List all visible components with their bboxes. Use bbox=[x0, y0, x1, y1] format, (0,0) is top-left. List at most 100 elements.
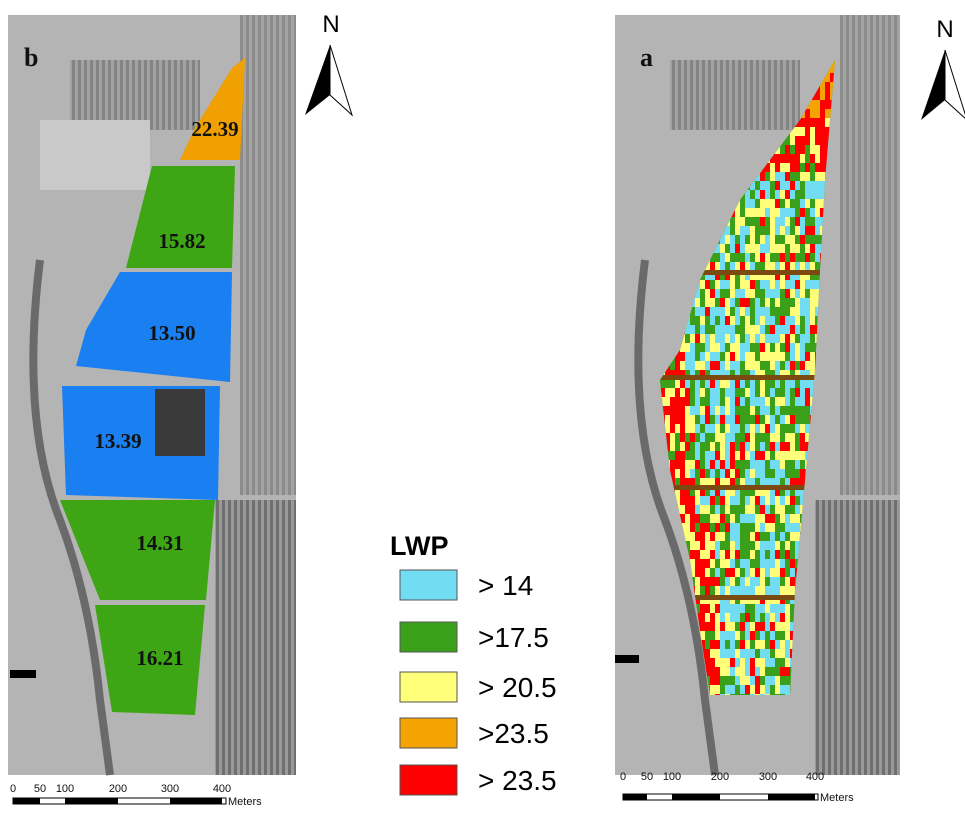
lwp-cell bbox=[755, 208, 760, 217]
lwp-cell bbox=[750, 397, 755, 406]
lwp-cell bbox=[760, 334, 765, 343]
lwp-cell bbox=[775, 334, 780, 343]
lwp-cell bbox=[765, 613, 770, 622]
lwp-cell bbox=[795, 280, 800, 289]
lwp-cell bbox=[675, 451, 680, 460]
lwp-cell bbox=[725, 631, 730, 640]
lwp-cell bbox=[790, 433, 795, 442]
lwp-cell bbox=[710, 658, 715, 667]
lwp-cell bbox=[735, 460, 740, 469]
lwp-cell bbox=[720, 685, 725, 694]
lwp-cell bbox=[785, 406, 790, 415]
lwp-cell bbox=[715, 352, 720, 361]
lwp-cell bbox=[785, 379, 790, 388]
lwp-cell bbox=[795, 361, 800, 370]
lwp-cell bbox=[815, 163, 820, 172]
lwp-cell bbox=[805, 199, 810, 208]
lwp-cell bbox=[750, 685, 755, 694]
lwp-cell bbox=[725, 523, 730, 532]
lwp-cell bbox=[775, 163, 780, 172]
lwp-cell bbox=[730, 568, 735, 577]
lwp-cell bbox=[770, 649, 775, 658]
lwp-cell bbox=[730, 361, 735, 370]
aerial-image-a bbox=[615, 15, 900, 775]
lwp-cell bbox=[675, 433, 680, 442]
lwp-cell bbox=[775, 343, 780, 352]
lwp-cell bbox=[745, 262, 750, 271]
lwp-cell bbox=[790, 406, 795, 415]
lwp-cell bbox=[770, 604, 775, 613]
lwp-cell bbox=[765, 460, 770, 469]
lwp-cell bbox=[765, 361, 770, 370]
lwp-cell bbox=[695, 433, 700, 442]
lwp-cell bbox=[805, 361, 810, 370]
lwp-cell bbox=[815, 100, 820, 109]
lwp-cell bbox=[790, 388, 795, 397]
lwp-cell bbox=[750, 334, 755, 343]
lwp-cell bbox=[770, 352, 775, 361]
lwp-cell bbox=[790, 217, 795, 226]
lwp-cell bbox=[690, 397, 695, 406]
lwp-cell bbox=[740, 676, 745, 685]
lwp-cell bbox=[720, 442, 725, 451]
lwp-cell bbox=[765, 208, 770, 217]
lwp-cell bbox=[825, 100, 830, 109]
lwp-cell bbox=[695, 505, 700, 514]
lwp-cell bbox=[695, 343, 700, 352]
lwp-cell bbox=[790, 199, 795, 208]
lwp-cell bbox=[770, 199, 775, 208]
lwp-cell bbox=[770, 532, 775, 541]
lwp-cell bbox=[805, 388, 810, 397]
lwp-cell bbox=[770, 307, 775, 316]
lwp-cell bbox=[725, 253, 730, 262]
lwp-cell bbox=[790, 145, 795, 154]
lwp-cell bbox=[700, 622, 705, 631]
lwp-cell bbox=[725, 280, 730, 289]
lwp-cell bbox=[670, 424, 675, 433]
lwp-cell bbox=[730, 613, 735, 622]
lwp-cell bbox=[785, 424, 790, 433]
lwp-cell bbox=[765, 442, 770, 451]
lwp-cell bbox=[730, 343, 735, 352]
lwp-cell bbox=[760, 208, 765, 217]
lwp-cell bbox=[770, 226, 775, 235]
lwp-cell bbox=[740, 352, 745, 361]
lwp-cell bbox=[695, 379, 700, 388]
lwp-cell bbox=[715, 667, 720, 676]
lwp-cell bbox=[690, 388, 695, 397]
lwp-cell bbox=[710, 379, 715, 388]
lwp-cell bbox=[750, 244, 755, 253]
lwp-cell bbox=[795, 298, 800, 307]
lwp-cell bbox=[780, 586, 785, 595]
lwp-cell bbox=[765, 523, 770, 532]
lwp-cell bbox=[785, 559, 790, 568]
lwp-cell bbox=[720, 667, 725, 676]
lwp-cell bbox=[805, 334, 810, 343]
lwp-cell bbox=[750, 406, 755, 415]
lwp-cell bbox=[735, 496, 740, 505]
lwp-cell bbox=[755, 631, 760, 640]
lwp-cell bbox=[680, 415, 685, 424]
lwp-cell bbox=[670, 388, 675, 397]
lwp-cell bbox=[750, 199, 755, 208]
lwp-cell bbox=[725, 649, 730, 658]
lwp-cell bbox=[680, 397, 685, 406]
lwp-cell bbox=[710, 334, 715, 343]
lwp-cell bbox=[710, 433, 715, 442]
lwp-cell bbox=[755, 442, 760, 451]
lwp-cell bbox=[770, 208, 775, 217]
lwp-cell bbox=[780, 343, 785, 352]
lwp-cell bbox=[725, 361, 730, 370]
lwp-cell bbox=[765, 352, 770, 361]
lwp-cell bbox=[730, 685, 735, 694]
lwp-cell bbox=[715, 316, 720, 325]
lwp-cell bbox=[745, 406, 750, 415]
lwp-cell bbox=[815, 118, 820, 127]
field-value: 13.39 bbox=[94, 429, 141, 453]
lwp-cell bbox=[780, 181, 785, 190]
lwp-cell bbox=[810, 280, 815, 289]
lwp-cell bbox=[780, 379, 785, 388]
lwp-cell bbox=[780, 154, 785, 163]
lwp-cell bbox=[805, 298, 810, 307]
lwp-cell bbox=[720, 640, 725, 649]
